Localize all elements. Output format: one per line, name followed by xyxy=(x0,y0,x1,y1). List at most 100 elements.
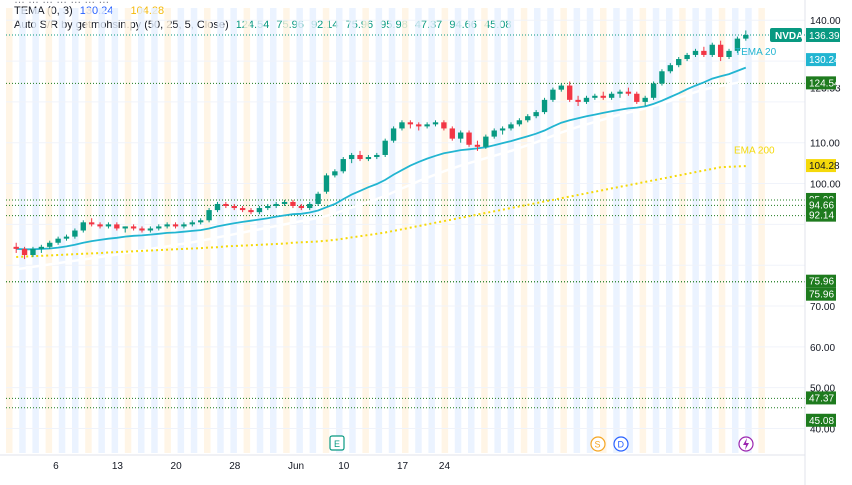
session-band xyxy=(164,8,171,453)
session-band xyxy=(204,8,211,453)
sr-label: Auto S/R by getmohsin.py (50, 25, 5, Clo… xyxy=(14,19,229,31)
split-badge-text: S xyxy=(595,440,601,450)
candle-body xyxy=(650,83,657,98)
session-band xyxy=(745,8,752,453)
session-band xyxy=(573,8,581,453)
session-band xyxy=(441,8,449,453)
earnings-badge[interactable] xyxy=(329,435,345,451)
candle-body xyxy=(399,122,405,129)
session-band xyxy=(494,8,501,453)
candle-body xyxy=(248,210,254,213)
session-band xyxy=(322,8,330,453)
session-band xyxy=(217,8,224,453)
session-band xyxy=(270,8,277,453)
x-tick-label: 24 xyxy=(439,461,451,472)
candle-body xyxy=(189,222,195,225)
session-band xyxy=(256,8,264,453)
session-band xyxy=(758,8,765,453)
candle-body xyxy=(634,93,640,102)
candle-body xyxy=(449,128,455,139)
session-band xyxy=(428,8,435,453)
session-band xyxy=(111,8,119,453)
session-band xyxy=(32,8,39,453)
candle-body xyxy=(684,54,690,60)
price-label-box xyxy=(806,391,836,405)
candle-body xyxy=(214,203,221,211)
candle-body xyxy=(550,89,556,100)
candle-body xyxy=(265,206,271,209)
candle-body xyxy=(382,140,388,155)
session-band xyxy=(85,8,92,453)
price-label-text: 47.37 xyxy=(809,393,834,404)
candle-body xyxy=(63,236,70,239)
candle-body xyxy=(625,91,632,94)
session-band xyxy=(58,8,66,453)
y-tick-label: 60.00 xyxy=(810,343,835,354)
session-band xyxy=(151,8,158,453)
session-band xyxy=(639,8,647,453)
candle-body xyxy=(172,224,179,227)
candle-body xyxy=(13,246,19,249)
session-band xyxy=(230,8,237,453)
candle-body xyxy=(424,124,430,127)
candle-body xyxy=(474,144,481,147)
candle-body xyxy=(525,116,531,121)
price-label-text: 130.24 xyxy=(809,55,840,66)
candle-body xyxy=(122,226,128,229)
candle-body xyxy=(483,136,489,147)
candle-body xyxy=(441,122,447,129)
session-band xyxy=(718,8,726,453)
candle-body xyxy=(281,201,288,204)
candle-body xyxy=(676,59,682,66)
session-band xyxy=(626,8,633,453)
session-band xyxy=(19,8,26,453)
session-band xyxy=(402,8,409,453)
candle-body xyxy=(659,71,665,84)
candle-body xyxy=(734,38,741,51)
candle-body xyxy=(315,193,321,204)
session-band xyxy=(349,8,356,453)
x-tick-label: 13 xyxy=(112,461,124,472)
session-band xyxy=(454,8,462,453)
last-price-text: 136.39 xyxy=(809,31,840,42)
candle-body xyxy=(592,95,598,98)
candle-body xyxy=(583,97,590,102)
candle-body xyxy=(701,50,707,55)
symbol-badge[interactable] xyxy=(770,27,802,42)
candle-body xyxy=(533,112,539,117)
y-tick-label: 50.00 xyxy=(810,384,835,395)
candle-body xyxy=(307,203,313,209)
session-band xyxy=(560,8,567,453)
price-label-text: 92.14 xyxy=(809,211,834,222)
candle-body xyxy=(332,171,338,176)
price-label-box xyxy=(806,413,836,427)
x-tick-label: 28 xyxy=(229,461,241,472)
candle-body xyxy=(206,210,212,221)
tema-label: TEMA (0, 3) xyxy=(14,5,73,17)
session-band xyxy=(692,8,699,453)
session-band xyxy=(679,8,686,453)
session-band xyxy=(375,8,383,453)
y-tick-label: 140.00 xyxy=(810,16,841,27)
session-band xyxy=(362,8,369,453)
candle-body xyxy=(105,224,112,227)
y-tick-label: 110.00 xyxy=(810,139,840,150)
x-tick-label: 10 xyxy=(338,461,350,472)
candle-body xyxy=(416,124,422,127)
split-badge[interactable] xyxy=(590,436,606,452)
candle-body xyxy=(558,85,564,90)
session-band xyxy=(732,8,739,453)
candle-body xyxy=(491,130,497,137)
x-tick-label: 20 xyxy=(171,461,183,472)
candle-body xyxy=(432,122,439,125)
candle-body xyxy=(608,93,615,98)
session-band xyxy=(520,8,528,453)
dividend-badge[interactable] xyxy=(613,436,629,452)
price-label-box xyxy=(806,76,836,90)
session-band xyxy=(388,8,396,453)
session-band xyxy=(415,8,422,453)
lightning-icon xyxy=(743,438,749,450)
price-label-box xyxy=(806,198,836,212)
candle-body xyxy=(323,175,330,192)
